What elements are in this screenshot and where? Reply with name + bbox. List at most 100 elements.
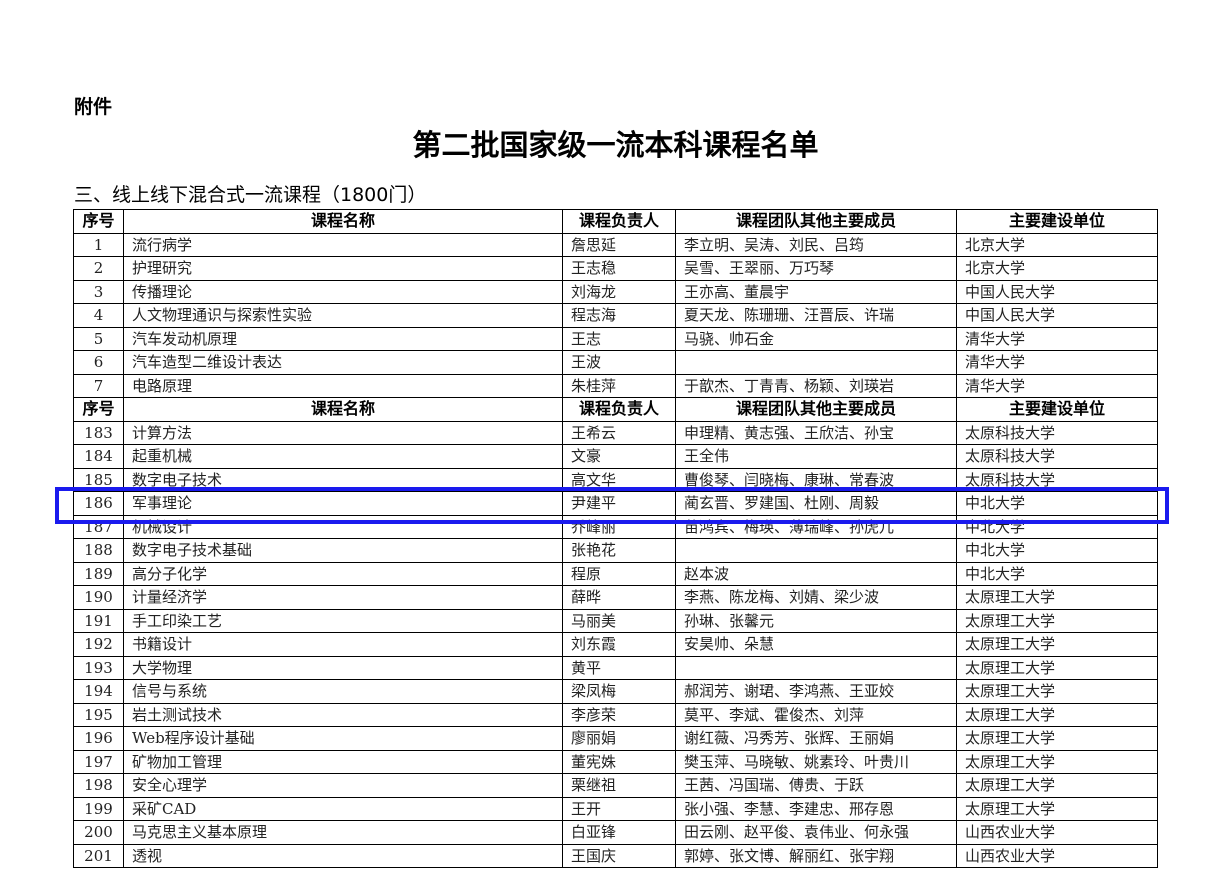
cell-team-members	[675, 655, 957, 680]
cell-team-members: 李燕、陈龙梅、刘婧、梁少波	[675, 585, 957, 610]
cell-course-name: 透视	[123, 843, 563, 868]
cell-row-number: 188	[73, 538, 124, 563]
cell-institution: 太原理工大学	[956, 632, 1158, 657]
table-row: 1 流行病学 詹思延 李立明、吴涛、刘民、吕筠 北京大学	[73, 232, 1158, 257]
cell-course-name: 岩土测试技术	[123, 702, 563, 727]
highlight-box	[55, 487, 1169, 524]
cell-course-lead: 程原	[562, 561, 676, 586]
column-header-course-name: 课程名称	[123, 209, 563, 234]
column-header-team-members: 课程团队其他主要成员	[675, 209, 957, 234]
cell-course-lead: 尹建平	[562, 491, 676, 516]
table-header-row: 序号 课程名称 课程负责人 课程团队其他主要成员 主要建设单位	[73, 209, 1158, 234]
table-row: 197 矿物加工管理 董宪姝 樊玉萍、马晓敏、姚素玲、叶贵川 太原理工大学	[73, 749, 1158, 774]
cell-row-number: 190	[73, 585, 124, 610]
table-row: 4 人文物理通识与探索性实验 程志海 夏天龙、陈珊珊、汪晋辰、许瑞 中国人民大学	[73, 303, 1158, 328]
cell-team-members: 于歆杰、丁青青、杨颖、刘瑛岩	[675, 373, 957, 398]
table-row: 188 数字电子技术基础 张艳花 中北大学	[73, 538, 1158, 563]
cell-course-name: 数字电子技术基础	[123, 538, 563, 563]
cell-course-lead: 张艳花	[562, 538, 676, 563]
cell-institution: 中国人民大学	[956, 303, 1158, 328]
cell-course-name: 马克思主义基本原理	[123, 820, 563, 845]
cell-institution: 中北大学	[956, 561, 1158, 586]
table-row: 2 护理研究 王志稳 吴雪、王翠丽、万巧琴 北京大学	[73, 256, 1158, 281]
cell-course-name: 信号与系统	[123, 679, 563, 704]
cell-institution: 清华大学	[956, 373, 1158, 398]
cell-team-members: 王亦高、董晨宇	[675, 279, 957, 304]
cell-team-members: 田云刚、赵平俊、袁伟业、何永强	[675, 820, 957, 845]
table-row: 7 电路原理 朱桂萍 于歆杰、丁青青、杨颖、刘瑛岩 清华大学	[73, 373, 1158, 398]
cell-institution: 太原理工大学	[956, 655, 1158, 680]
cell-course-name: 汽车发动机原理	[123, 326, 563, 351]
cell-institution: 太原理工大学	[956, 608, 1158, 633]
cell-row-number: 4	[73, 303, 124, 328]
cell-course-name: 计算方法	[123, 420, 563, 445]
cell-course-lead: 董宪姝	[562, 749, 676, 774]
cell-institution: 太原理工大学	[956, 679, 1158, 704]
cell-course-name: 起重机械	[123, 444, 563, 469]
cell-institution: 太原理工大学	[956, 585, 1158, 610]
cell-course-lead: 马丽美	[562, 608, 676, 633]
cell-course-name: 计量经济学	[123, 585, 563, 610]
cell-team-members: 安昊帅、朵慧	[675, 632, 957, 657]
cell-team-members: 蔺玄晋、罗建国、杜刚、周毅	[675, 491, 957, 516]
column-header-row-number: 序号	[73, 397, 124, 422]
cell-course-name: 护理研究	[123, 256, 563, 281]
cell-team-members: 赵本波	[675, 561, 957, 586]
cell-course-lead: 王志	[562, 326, 676, 351]
cell-team-members: 李立明、吴涛、刘民、吕筠	[675, 232, 957, 257]
table-row: 192 书籍设计 刘东霞 安昊帅、朵慧 太原理工大学	[73, 632, 1158, 657]
cell-institution: 太原理工大学	[956, 702, 1158, 727]
column-header-team-members: 课程团队其他主要成员	[675, 397, 957, 422]
cell-course-lead: 詹思延	[562, 232, 676, 257]
cell-course-name: 军事理论	[123, 491, 563, 516]
cell-team-members: 马骁、帅石金	[675, 326, 957, 351]
cell-course-name: 汽车造型二维设计表达	[123, 350, 563, 375]
cell-course-name: 流行病学	[123, 232, 563, 257]
cell-team-members: 谢红薇、冯秀芳、张辉、王丽娟	[675, 726, 957, 751]
table-row: 3 传播理论 刘海龙 王亦高、董晨宇 中国人民大学	[73, 279, 1158, 304]
attachment-label: 附件	[74, 96, 113, 118]
cell-team-members: 王茜、冯国瑞、傅贵、于跃	[675, 773, 957, 798]
cell-team-members	[675, 350, 957, 375]
cell-team-members: 夏天龙、陈珊珊、汪晋辰、许瑞	[675, 303, 957, 328]
cell-institution: 清华大学	[956, 326, 1158, 351]
cell-institution: 北京大学	[956, 256, 1158, 281]
cell-course-name: 高分子化学	[123, 561, 563, 586]
cell-team-members: 申理精、黄志强、王欣洁、孙宝	[675, 420, 957, 445]
column-header-row-number: 序号	[73, 209, 124, 234]
cell-row-number: 189	[73, 561, 124, 586]
cell-institution: 中国人民大学	[956, 279, 1158, 304]
cell-course-name: 传播理论	[123, 279, 563, 304]
cell-course-lead: 黄平	[562, 655, 676, 680]
cell-course-name: 大学物理	[123, 655, 563, 680]
column-header-institution: 主要建设单位	[956, 397, 1158, 422]
cell-course-lead: 王国庆	[562, 843, 676, 868]
section-heading: 三、线上线下混合式一流课程（1800门）	[74, 184, 427, 206]
cell-row-number: 197	[73, 749, 124, 774]
table-row: 199 采矿CAD 王开 张小强、李慧、李建忠、邢存恩 太原理工大学	[73, 796, 1158, 821]
cell-row-number: 184	[73, 444, 124, 469]
cell-course-name: Web程序设计基础	[123, 726, 563, 751]
column-header-course-lead: 课程负责人	[562, 209, 676, 234]
table-row: 189 高分子化学 程原 赵本波 中北大学	[73, 561, 1158, 586]
table-row: 6 汽车造型二维设计表达 王波 清华大学	[73, 350, 1158, 375]
cell-row-number: 199	[73, 796, 124, 821]
table-row: 200 马克思主义基本原理 白亚锋 田云刚、赵平俊、袁伟业、何永强 山西农业大学	[73, 820, 1158, 845]
cell-course-name: 书籍设计	[123, 632, 563, 657]
cell-team-members	[675, 538, 957, 563]
cell-team-members: 吴雪、王翠丽、万巧琴	[675, 256, 957, 281]
cell-course-lead: 王开	[562, 796, 676, 821]
cell-institution: 太原科技大学	[956, 420, 1158, 445]
cell-course-lead: 梁凤梅	[562, 679, 676, 704]
cell-course-lead: 朱桂萍	[562, 373, 676, 398]
course-table: 序号 课程名称 课程负责人 课程团队其他主要成员 主要建设单位 1 流行病学 詹思延 李立明、吴…	[73, 209, 1158, 868]
cell-institution: 太原科技大学	[956, 444, 1158, 469]
cell-course-name: 电路原理	[123, 373, 563, 398]
table-row: 190 计量经济学 薛晔 李燕、陈龙梅、刘婧、梁少波 太原理工大学	[73, 585, 1158, 610]
cell-institution: 中北大学	[956, 491, 1158, 516]
cell-institution: 太原理工大学	[956, 796, 1158, 821]
cell-team-members: 孙琳、张馨元	[675, 608, 957, 633]
cell-institution: 太原理工大学	[956, 749, 1158, 774]
cell-course-lead: 李彦荣	[562, 702, 676, 727]
cell-course-lead: 白亚锋	[562, 820, 676, 845]
